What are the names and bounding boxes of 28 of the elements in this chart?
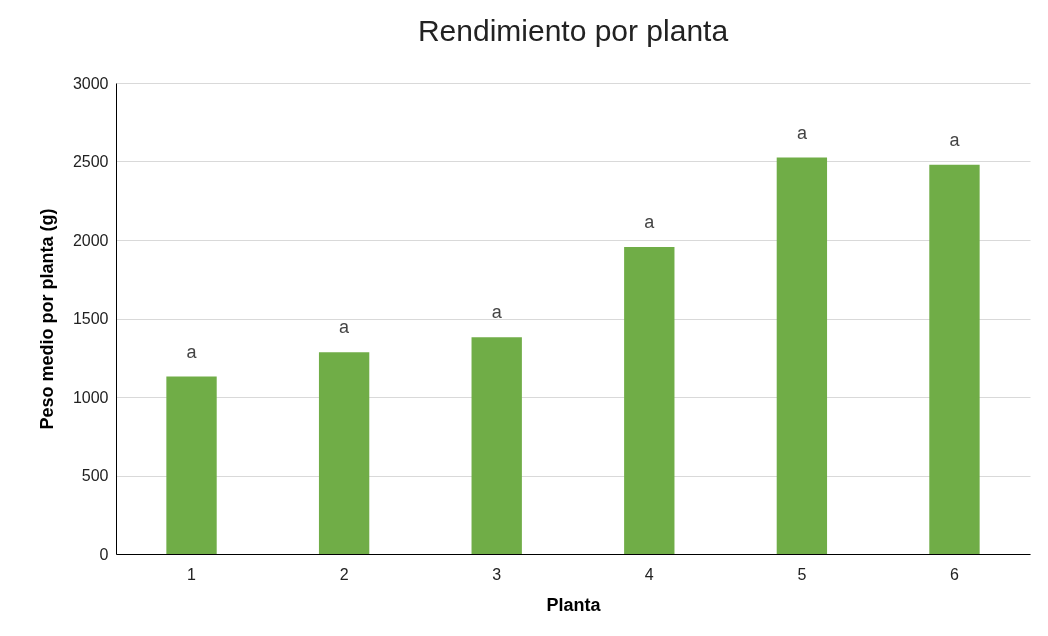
x-axis-title: Planta xyxy=(546,594,602,615)
x-tick-label: 2 xyxy=(339,565,349,583)
y-tick-label: 1500 xyxy=(72,310,109,327)
bar xyxy=(776,157,828,554)
bar xyxy=(166,376,217,554)
bar xyxy=(318,352,370,554)
bar xyxy=(624,247,675,554)
y-tick-label: 3000 xyxy=(72,74,109,92)
y-tick-label: 0 xyxy=(99,545,109,563)
bar xyxy=(929,164,980,554)
y-tick-label: 1000 xyxy=(72,388,109,406)
y-tick-label: 2500 xyxy=(72,153,109,170)
bar xyxy=(471,337,522,554)
chart-title: Rendimiento por planta xyxy=(417,14,729,47)
x-tick-label: 3 xyxy=(492,565,502,583)
y-tick-label: 2000 xyxy=(72,231,109,249)
x-tick-label: 1 xyxy=(187,565,197,583)
y-axis-title: Peso medio por planta (g) xyxy=(36,208,57,430)
annotation: a xyxy=(186,341,198,362)
y-tick-label: 500 xyxy=(81,467,109,484)
annotation: a xyxy=(949,129,961,150)
x-tick-label: 5 xyxy=(797,565,807,583)
annotation: a xyxy=(644,212,656,233)
annotation: a xyxy=(796,122,808,143)
annotation: a xyxy=(491,302,503,323)
x-tick-label: 4 xyxy=(644,565,654,583)
x-tick-label: 6 xyxy=(950,565,960,583)
annotation: a xyxy=(339,317,351,338)
